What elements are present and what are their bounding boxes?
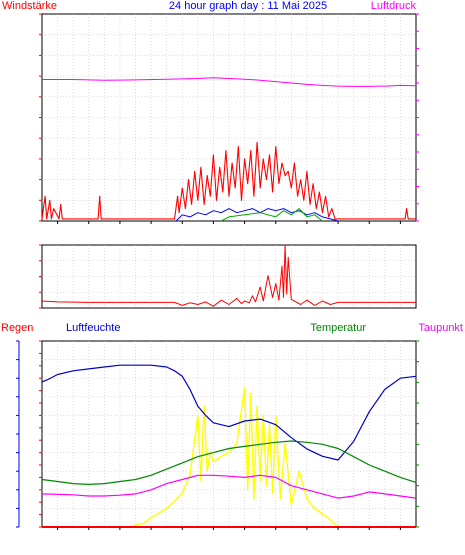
wind-direction-panel <box>39 244 417 309</box>
wind-direction-axis <box>39 244 42 309</box>
graph-title: 24 hour graph day : 11 Mai 2025 <box>169 0 327 12</box>
wind-speed-header: Windstärke <box>2 0 57 12</box>
wind-gust-green-line <box>220 208 323 222</box>
temperature-label: Temperatur <box>310 322 366 334</box>
air-pressure-header: Luftdruck <box>371 0 417 12</box>
wind-direction-line <box>41 244 416 307</box>
hour-axis-bottom <box>57 527 401 530</box>
dewpoint-line <box>41 474 417 499</box>
hour-axis-top <box>57 221 401 224</box>
temperature-line <box>41 440 417 485</box>
humidity-axis <box>16 340 20 528</box>
climate-series <box>41 364 417 528</box>
sun-annotations <box>102 503 350 511</box>
rain-axis <box>39 340 42 528</box>
pressure-axis <box>416 13 419 222</box>
wind-speed-line <box>41 141 416 220</box>
wind-pressure-series <box>41 77 417 222</box>
pressure-line <box>42 77 417 87</box>
wind-gust-blue-line <box>175 208 339 222</box>
sunshine-line <box>42 386 416 528</box>
humidity-label: Luftfeuchte <box>66 322 120 334</box>
wind-direction-grid <box>42 245 416 308</box>
dewpoint-label: Taupunkt <box>418 322 463 334</box>
rain-humidity-temperature-panel <box>16 340 419 530</box>
temperature-axis <box>416 340 419 528</box>
humidity-line <box>41 364 417 461</box>
wind-pressure-grid <box>42 14 416 221</box>
wind-speed-axis <box>39 13 42 222</box>
wind-direction-series <box>41 244 416 307</box>
wind-pressure-panel <box>39 13 419 224</box>
rain-label: Regen <box>1 322 33 334</box>
